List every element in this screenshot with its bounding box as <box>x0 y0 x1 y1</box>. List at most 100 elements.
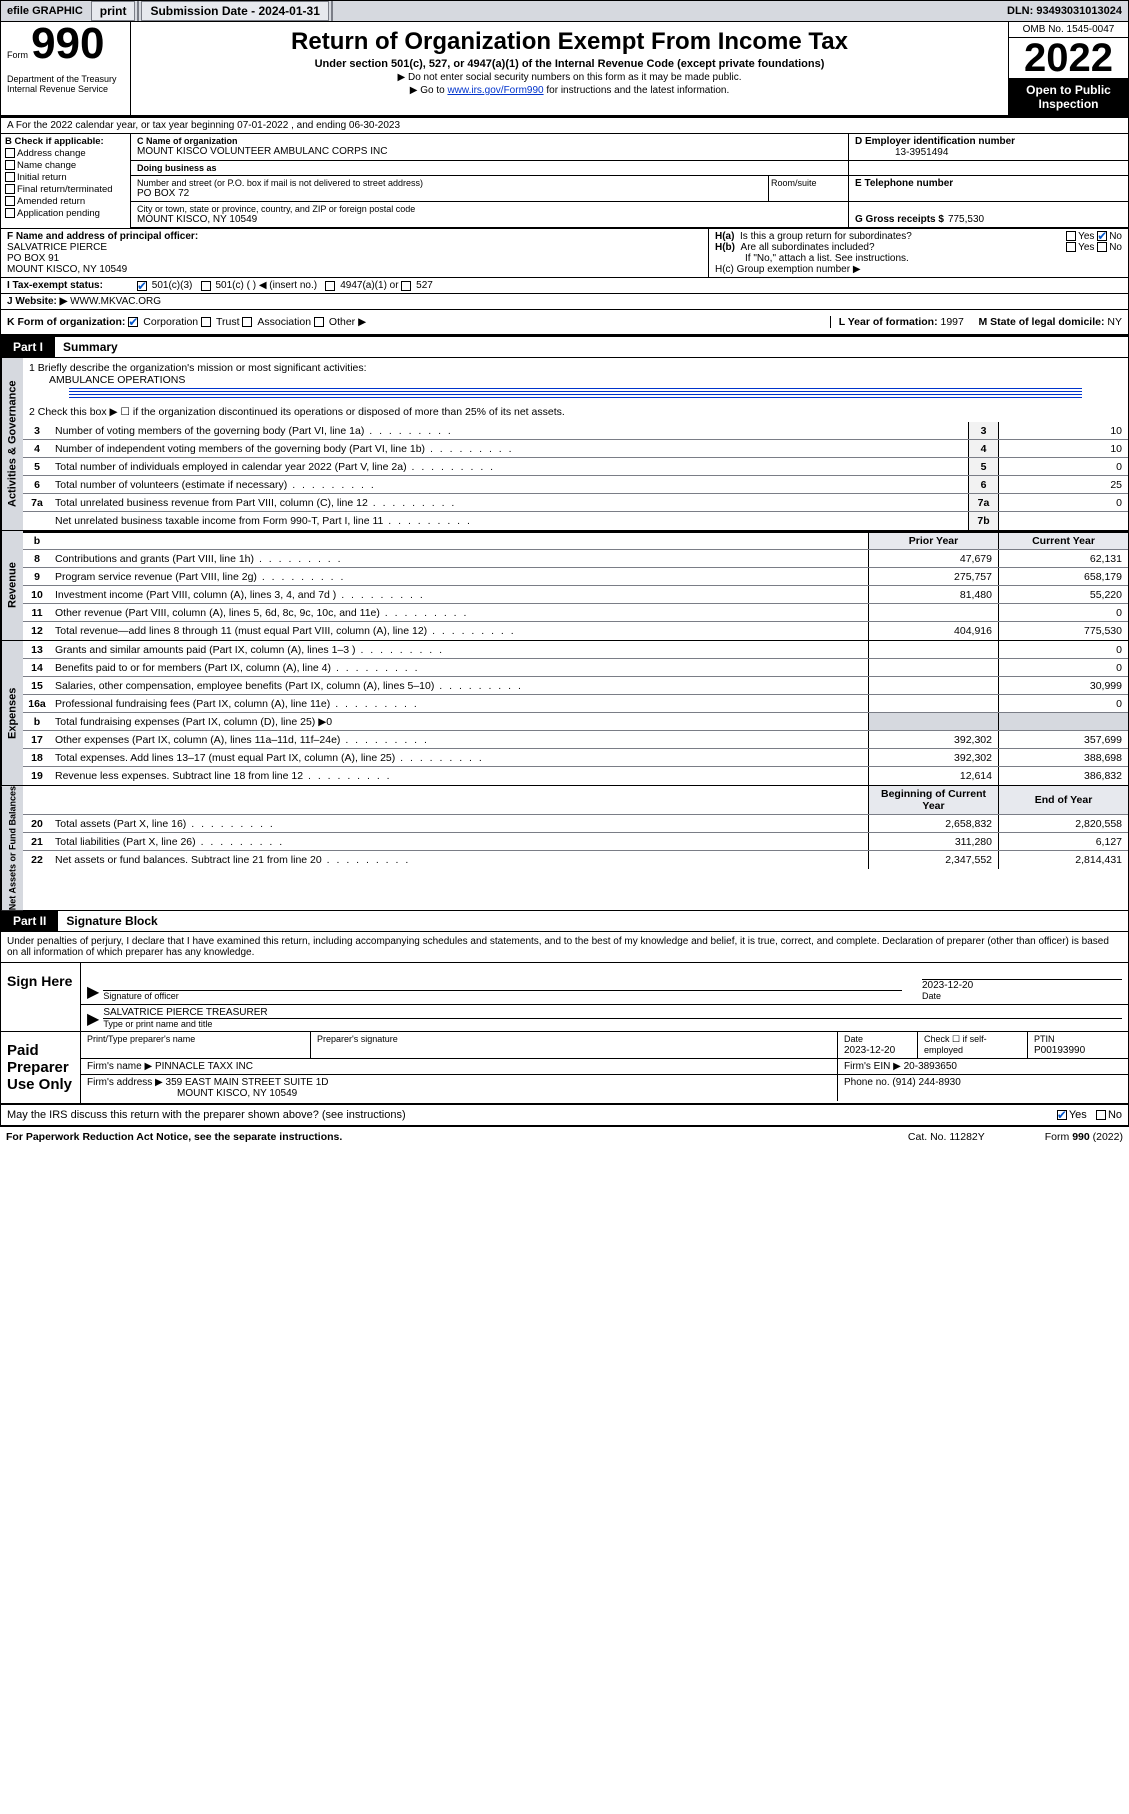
table-row: 7a Total unrelated business revenue from… <box>23 494 1128 512</box>
website-value: WWW.MKVAC.ORG <box>70 296 161 307</box>
submission-date-button[interactable]: Submission Date - 2024-01-31 <box>141 1 328 21</box>
form-number-box: Form 990 Department of the Treasury Inte… <box>1 22 131 115</box>
section-governance: Activities & Governance 1 Briefly descri… <box>0 358 1129 531</box>
cat-no: Cat. No. 11282Y <box>908 1131 985 1143</box>
caret-icon: ▶ <box>87 982 99 1002</box>
table-row: 13 Grants and similar amounts paid (Part… <box>23 641 1128 659</box>
dln-label: DLN: 93493031013024 <box>1001 5 1128 17</box>
part2-title: Signature Block <box>58 911 165 931</box>
side-netassets: Net Assets or Fund Balances <box>1 786 23 910</box>
city-value: MOUNT KISCO, NY 10549 <box>137 214 842 225</box>
note-ssn: ▶ Do not enter social security numbers o… <box>137 72 1002 83</box>
d-ein-cell: D Employer identification number 13-3951… <box>848 134 1128 160</box>
k-org-row: K Form of organization: Corporation Trus… <box>0 310 1129 337</box>
table-row: 21 Total liabilities (Part X, line 26) 3… <box>23 833 1128 851</box>
table-row: 16a Professional fundraising fees (Part … <box>23 695 1128 713</box>
table-row: 20 Total assets (Part X, line 16) 2,658,… <box>23 815 1128 833</box>
table-row: 6 Total number of volunteers (estimate i… <box>23 476 1128 494</box>
chk-amended[interactable] <box>5 196 15 206</box>
chk-irs-no[interactable] <box>1096 1110 1106 1120</box>
f-h-row: F Name and address of principal officer:… <box>0 229 1129 278</box>
perjury-statement: Under penalties of perjury, I declare th… <box>1 932 1128 963</box>
firm-name: PINNACLE TAXX INC <box>155 1061 253 1072</box>
paperwork-notice: For Paperwork Reduction Act Notice, see … <box>6 1131 342 1143</box>
chk-trust[interactable] <box>201 317 211 327</box>
chk-initial-return[interactable] <box>5 172 15 182</box>
prior-year-hdr: Prior Year <box>868 533 998 549</box>
e-phone-cell: E Telephone number <box>848 176 1128 201</box>
curr-year-hdr: Current Year <box>998 533 1128 549</box>
website-row: J Website: ▶ WWW.MKVAC.ORG <box>0 294 1129 310</box>
chk-name-change[interactable] <box>5 160 15 170</box>
table-row: b Total fundraising expenses (Part IX, c… <box>23 713 1128 731</box>
part1-tab: Part I <box>1 337 55 357</box>
ein-value: 13-3951494 <box>855 147 1122 158</box>
irs-link[interactable]: www.irs.gov/Form990 <box>447 85 543 96</box>
section-expenses: Expenses 13 Grants and similar amounts p… <box>0 641 1129 786</box>
footer: For Paperwork Reduction Act Notice, see … <box>0 1126 1129 1147</box>
table-row: 17 Other expenses (Part IX, column (A), … <box>23 731 1128 749</box>
side-governance: Activities & Governance <box>1 358 23 530</box>
table-row: 11 Other revenue (Part VIII, column (A),… <box>23 604 1128 622</box>
chk-501c[interactable] <box>201 281 211 291</box>
table-row: 22 Net assets or fund balances. Subtract… <box>23 851 1128 869</box>
header-right: OMB No. 1545-0047 2022 Open to Public In… <box>1008 22 1128 115</box>
col-b-checkboxes: B Check if applicable: Address change Na… <box>1 134 131 228</box>
chk-assoc[interactable] <box>242 317 252 327</box>
chk-hb-no[interactable] <box>1097 242 1107 252</box>
chk-irs-yes[interactable] <box>1057 1110 1067 1120</box>
c-name-cell: C Name of organization MOUNT KISCO VOLUN… <box>131 134 848 160</box>
header-title-block: Return of Organization Exempt From Incom… <box>131 22 1008 115</box>
tax-exempt-row: I Tax-exempt status: 501(c)(3) 501(c) ( … <box>0 278 1129 294</box>
part2-header: Part II Signature Block <box>0 911 1129 932</box>
org-name: MOUNT KISCO VOLUNTEER AMBULANC CORPS INC <box>137 146 842 157</box>
addr-value: PO BOX 72 <box>137 188 762 199</box>
dba-cell: Doing business as <box>131 161 848 175</box>
officer-name: SALVATRICE PIERCE <box>7 242 702 253</box>
ptin-value: P00193990 <box>1034 1045 1085 1056</box>
print-button[interactable]: print <box>91 1 136 21</box>
city-cell: City or town, state or province, country… <box>131 202 848 227</box>
chk-corp[interactable] <box>128 317 138 327</box>
officer-name-title: SALVATRICE PIERCE TREASURER <box>103 1007 267 1018</box>
form-subtitle: Under section 501(c), 527, or 4947(a)(1)… <box>137 58 1002 70</box>
chk-4947[interactable] <box>325 281 335 291</box>
identification-block: B Check if applicable: Address change Na… <box>0 134 1129 229</box>
tax-year: 2022 <box>1009 38 1128 79</box>
chk-hb-yes[interactable] <box>1066 242 1076 252</box>
chk-501c3[interactable] <box>137 281 147 291</box>
hc-label: H(c) Group exemption number ▶ <box>715 264 1122 275</box>
mission-text: AMBULANCE OPERATIONS <box>29 374 1122 386</box>
chk-other[interactable] <box>314 317 324 327</box>
table-row: Net unrelated business taxable income fr… <box>23 512 1128 530</box>
chk-final-return[interactable] <box>5 184 15 194</box>
section-netassets: Net Assets or Fund Balances Beginning of… <box>0 786 1129 911</box>
g-gross-cell: G Gross receipts $ 775,530 <box>848 202 1128 227</box>
note-link: ▶ Go to www.irs.gov/Form990 for instruct… <box>137 85 1002 96</box>
room-cell: Room/suite <box>768 176 848 201</box>
chk-ha-no[interactable] <box>1097 231 1107 241</box>
table-row: 5 Total number of individuals employed i… <box>23 458 1128 476</box>
table-row: 15 Salaries, other compensation, employe… <box>23 677 1128 695</box>
table-row: 9 Program service revenue (Part VIII, li… <box>23 568 1128 586</box>
chk-ha-yes[interactable] <box>1066 231 1076 241</box>
begin-year-hdr: Beginning of Current Year <box>868 786 998 814</box>
form-header: Form 990 Department of the Treasury Inte… <box>0 22 1129 116</box>
side-expenses: Expenses <box>1 641 23 785</box>
side-revenue: Revenue <box>1 531 23 640</box>
efile-label: efile GRAPHIC <box>1 5 89 17</box>
part1-title: Summary <box>55 337 126 357</box>
topbar: efile GRAPHIC print Submission Date - 20… <box>0 0 1129 22</box>
table-row: 18 Total expenses. Add lines 13–17 (must… <box>23 749 1128 767</box>
table-row: 3 Number of voting members of the govern… <box>23 422 1128 440</box>
table-row: 10 Investment income (Part VIII, column … <box>23 586 1128 604</box>
chk-527[interactable] <box>401 281 411 291</box>
paid-preparer-label: Paid Preparer Use Only <box>1 1032 81 1103</box>
chk-address-change[interactable] <box>5 148 15 158</box>
chk-app-pending[interactable] <box>5 208 15 218</box>
sign-here-label: Sign Here <box>1 963 81 1031</box>
department-label: Department of the Treasury Internal Reve… <box>7 64 124 94</box>
table-row: 19 Revenue less expenses. Subtract line … <box>23 767 1128 785</box>
row-a: A For the 2022 calendar year, or tax yea… <box>0 116 1129 134</box>
part2-tab: Part II <box>1 911 58 931</box>
